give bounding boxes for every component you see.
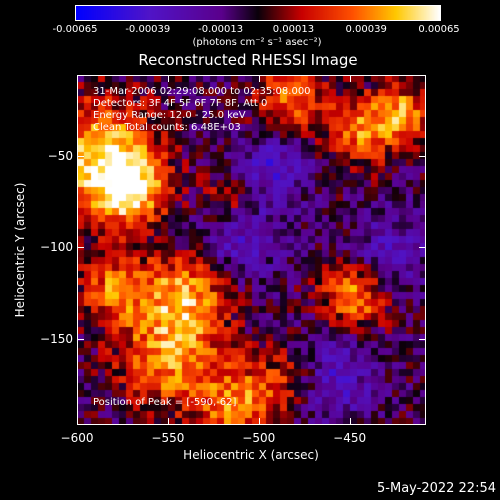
y-tick-mark	[419, 155, 426, 157]
colorbar-tick-label: 0.00013	[272, 24, 315, 35]
info-detectors: Detectors: 3F 4F 5F 6F 7F 8F, Att 0	[93, 98, 268, 109]
y-tick-label: −50	[47, 148, 73, 163]
x-tick-label: −450	[333, 431, 367, 445]
x-tick-mark	[167, 75, 169, 82]
x-tick-mark	[167, 418, 169, 425]
info-energy-range: Energy Range: 12.0 - 25.0 keV	[93, 110, 246, 121]
y-tick-mark	[77, 338, 84, 340]
colorbar-tick-label: 0.00065	[418, 24, 460, 35]
x-tick-label: −500	[242, 431, 276, 445]
colorbar-tick-label: -0.00039	[125, 24, 171, 35]
x-axis-label: Heliocentric X (arcsec)	[183, 448, 319, 462]
info-time-range: 31-Mar-2006 02:29:08.000 to 02:35:08.000	[93, 86, 311, 97]
y-tick-mark	[419, 338, 426, 340]
colorbar-units-label: (photons cm⁻² s⁻¹ asec⁻²)	[192, 37, 322, 48]
y-tick-label: −150	[40, 331, 73, 346]
y-tick-mark	[419, 247, 426, 249]
x-tick-mark	[258, 418, 260, 425]
y-tick-mark	[77, 247, 84, 249]
y-axis-label: Heliocentric Y (arcsec)	[13, 182, 27, 318]
colorbar-tick-label: -0.00013	[198, 24, 244, 35]
colorbar	[75, 5, 441, 21]
heatmap-image	[77, 75, 426, 425]
x-tick-mark	[77, 418, 78, 425]
x-tick-mark	[258, 75, 260, 82]
colorbar-tick-label: 0.00039	[345, 24, 387, 35]
y-tick-mark	[77, 155, 84, 157]
x-tick-mark	[349, 75, 351, 82]
info-clean-counts: Clean Total counts: 6.48E+03	[93, 122, 241, 133]
plot-timestamp: 5-May-2022 22:54	[377, 481, 496, 496]
y-tick-label: −100	[40, 240, 73, 255]
heatmap-plot-area	[77, 75, 426, 425]
peak-position-label: Position of Peak = [-590,-62]	[93, 397, 237, 408]
colorbar-tick-label: -0.00065	[52, 24, 98, 35]
x-tick-label: −600	[60, 431, 94, 445]
x-tick-mark	[77, 75, 78, 82]
chart-title: Reconstructed RHESSI Image	[138, 51, 358, 69]
x-tick-mark	[349, 418, 351, 425]
x-tick-label: −550	[151, 431, 185, 445]
